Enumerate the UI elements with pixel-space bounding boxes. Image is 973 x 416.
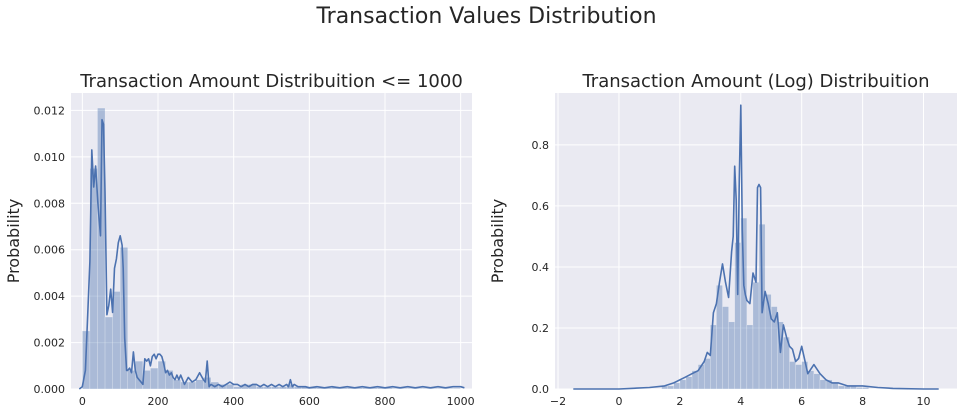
x-tick-label: 1000 (447, 395, 475, 408)
chart-panel-left: 0 200 400 600 800 1000 0.000 0.002 0.004 0.006 0.0… (4, 71, 475, 408)
x-tick-label: 4 (737, 395, 744, 408)
y-tick-label: 0.6 (532, 200, 550, 213)
histogram-bar (150, 367, 159, 390)
histogram-bar (856, 387, 863, 390)
x-tick-label: 0 (79, 395, 86, 408)
x-tick-label: 200 (148, 395, 169, 408)
histogram-bar (819, 379, 827, 390)
histogram-bar (188, 381, 197, 390)
y-tick-label: 0.004 (34, 290, 66, 303)
chart-panel-right: −2 0 2 4 6 8 10 0.0 0.2 0.4 0.6 0.8 Transaction Amou… (488, 71, 957, 408)
y-tick-label: 0.006 (34, 244, 66, 257)
kde-line (78, 118, 465, 390)
histogram-bar (722, 306, 729, 390)
histogram-bar (801, 361, 808, 390)
histogram-bar (97, 107, 106, 390)
histogram-bar (838, 385, 845, 390)
histogram-bar (195, 379, 204, 390)
y-axis-label: Probability (4, 199, 23, 284)
histogram-bar (813, 373, 821, 390)
y-tick-label: 0.8 (532, 139, 550, 152)
y-tick-label: 0.000 (34, 383, 66, 396)
histogram-bar (789, 361, 796, 390)
histogram-bar (673, 382, 681, 390)
histogram-bar (704, 358, 711, 390)
y-axis-label: Probability (488, 199, 507, 284)
x-tick-label: 400 (223, 395, 244, 408)
x-tick-label: 800 (374, 395, 395, 408)
histogram-bar (172, 379, 181, 390)
y-tick-label: 0.4 (532, 261, 550, 274)
histogram-bar (112, 291, 121, 390)
x-tick-label: 8 (859, 395, 866, 408)
y-tick-label: 0.0 (532, 383, 550, 396)
x-tick-label: 6 (798, 395, 805, 408)
histogram-bar (740, 217, 748, 390)
y-tick-label: 0.002 (34, 337, 66, 350)
histogram-bar (225, 384, 234, 390)
histogram-bar (752, 281, 760, 390)
histogram-bar (233, 386, 242, 390)
x-tick-label: −2 (550, 395, 566, 408)
histogram-bar (746, 324, 754, 390)
histogram-bar (795, 364, 802, 390)
histogram-bar (831, 382, 839, 390)
chart-title: Transaction Amount (Log) Distribuition (581, 71, 929, 92)
figure-title: Transaction Values Distribution (316, 4, 657, 29)
y-tick-label: 0.010 (34, 151, 66, 164)
histogram-bar (452, 388, 461, 390)
histogram-bar (728, 321, 735, 390)
y-tick-label: 0.2 (532, 322, 550, 335)
plot-area (71, 93, 472, 389)
y-tick-label: 0.008 (34, 197, 66, 210)
histogram-bar (667, 385, 674, 390)
x-tick-label: 600 (299, 395, 320, 408)
kde-line (573, 104, 939, 390)
histogram-bar (679, 379, 687, 390)
histogram-bar (685, 376, 693, 390)
y-tick-label: 0.012 (34, 104, 66, 117)
x-tick-label: 10 (917, 395, 931, 408)
histogram-bar (104, 316, 113, 390)
histogram-bar (764, 294, 772, 390)
chart-title: Transaction Amount Distribuition <= 1000 (79, 71, 463, 92)
x-tick-label: 0 (615, 395, 622, 408)
histogram-bar (862, 387, 869, 390)
x-tick-label: 2 (676, 395, 683, 408)
histogram-bar (203, 377, 212, 390)
